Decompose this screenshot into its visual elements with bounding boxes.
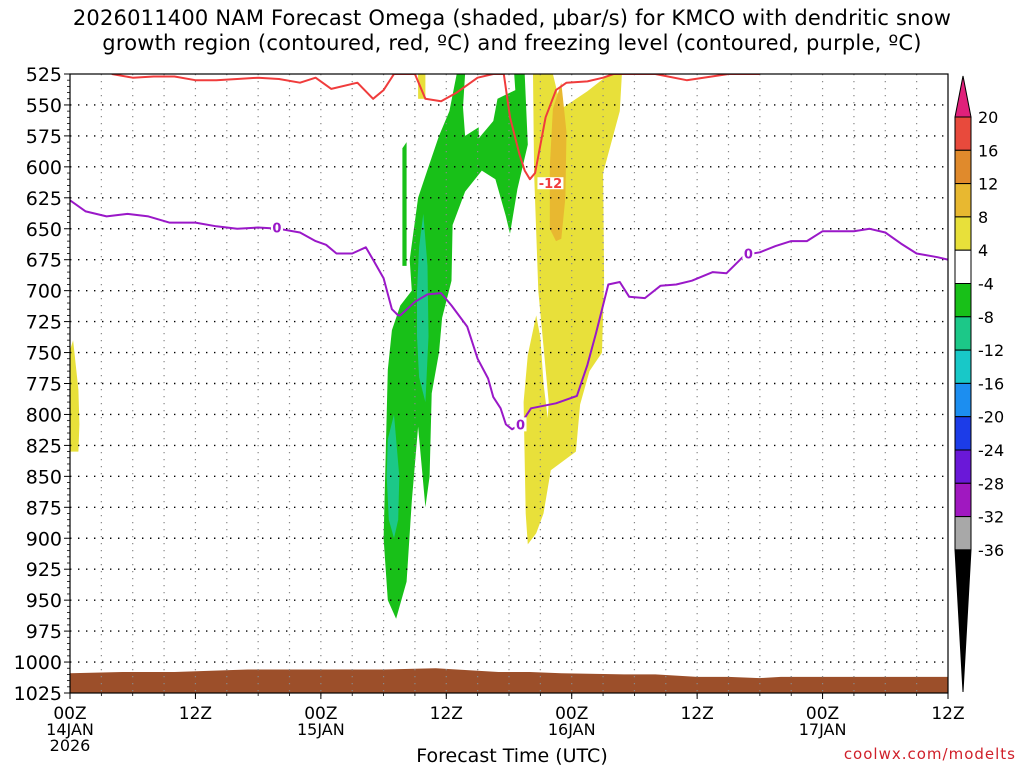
x-tick-label: 12Z xyxy=(931,704,964,724)
terrain-surface xyxy=(70,668,948,693)
purple-contour-line xyxy=(70,199,948,431)
x-tick-label: 12Z xyxy=(179,704,212,724)
colorbar-segment xyxy=(954,149,972,185)
chart-title-line2: growth region (contoured, red, ºC) and f… xyxy=(102,31,922,55)
y-tick-label-550: 550 xyxy=(26,95,62,117)
x-tick-label: 00Z xyxy=(555,704,588,724)
colorbar-label: 20 xyxy=(978,108,998,127)
colorbar-label: -20 xyxy=(978,408,1004,427)
x-axis-title: Forecast Time (UTC) xyxy=(416,745,608,767)
omega-region-green-omega-main xyxy=(383,74,528,619)
omega-region-teal-omega-upper xyxy=(417,213,429,403)
red-contour-label-bg xyxy=(537,177,564,190)
x-tick-label: 16JAN xyxy=(548,720,596,739)
chart-title-line1: 2026011400 NAM Forecast Omega (shaded, μ… xyxy=(72,6,952,30)
colorbar-label: -8 xyxy=(978,308,994,327)
colorbar-segment xyxy=(954,482,972,518)
omega-region-teal-omega-lower xyxy=(386,414,400,539)
y-tick-label-800: 800 xyxy=(26,404,62,426)
y-tick-label-1025: 1025 xyxy=(14,683,62,705)
chart-title: 2026011400 NAM Forecast Omega (shaded, μ… xyxy=(0,6,1024,56)
purple-contour-label-bg xyxy=(514,417,527,432)
colorbar-label: -12 xyxy=(978,341,1004,360)
x-tick-label: 00Z xyxy=(304,704,337,724)
colorbar-top-arrow xyxy=(954,75,972,118)
omega-region-yellow-omega-center xyxy=(523,74,622,545)
y-tick-label-525: 525 xyxy=(26,64,62,86)
x-tick-label: 12Z xyxy=(430,704,463,724)
y-tick-label-1000: 1000 xyxy=(14,652,62,674)
y-tick-label-925: 925 xyxy=(26,559,62,581)
colorbar-segment xyxy=(954,382,972,418)
colorbar-segment xyxy=(954,316,972,351)
colorbar-label: -36 xyxy=(978,541,1004,560)
y-tick-label-875: 875 xyxy=(26,497,62,519)
colorbar-segment xyxy=(954,249,972,284)
colorbar-bottom-arrow xyxy=(954,549,972,693)
y-tick-label-900: 900 xyxy=(26,528,62,550)
colorbar-segment xyxy=(954,216,972,251)
y-tick-label-775: 775 xyxy=(26,374,62,396)
colorbar-segment xyxy=(954,349,972,384)
y-tick-label-950: 950 xyxy=(26,590,62,612)
omega-region-orange-omega-core xyxy=(549,82,567,242)
y-tick-label-700: 700 xyxy=(26,281,62,303)
colorbar-label: 12 xyxy=(978,175,998,194)
purple-contour-label: 0 xyxy=(744,248,753,263)
colorbar-segment xyxy=(954,283,972,318)
x-tick-label: 12Z xyxy=(681,704,714,724)
y-tick-label-850: 850 xyxy=(26,466,62,488)
colorbar-label: -32 xyxy=(978,508,1004,527)
purple-contour-label: 0 xyxy=(272,222,281,237)
y-tick-label-650: 650 xyxy=(26,219,62,241)
y-tick-label-825: 825 xyxy=(26,435,62,457)
purple-contour-label-bg xyxy=(742,246,755,261)
y-tick-label-600: 600 xyxy=(26,157,62,179)
x-tick-label: 00Z xyxy=(53,704,86,724)
y-tick-label-975: 975 xyxy=(26,621,62,643)
red-contour-label: -12 xyxy=(539,177,563,192)
purple-contour-label-bg xyxy=(270,220,283,235)
colorbar-label: -24 xyxy=(978,441,1004,460)
y-tick-label-750: 750 xyxy=(26,343,62,365)
colorbar-label: -28 xyxy=(978,474,1004,493)
colorbar-segment xyxy=(954,449,972,484)
colorbar-segment xyxy=(954,516,972,551)
y-tick-label-575: 575 xyxy=(26,126,62,148)
colorbar-label: 8 xyxy=(978,208,988,227)
omega-region-green-omega-spike xyxy=(402,142,407,266)
x-tick-label: 15JAN xyxy=(297,720,345,739)
colorbar-segment xyxy=(954,416,972,451)
x-tick-label: 14JAN xyxy=(46,720,94,739)
purple-contour-label: 0 xyxy=(516,418,525,433)
colorbar-label: 16 xyxy=(978,141,998,160)
y-tick-label-725: 725 xyxy=(26,312,62,334)
colorbar-label: -16 xyxy=(978,374,1004,393)
y-tick-label-625: 625 xyxy=(26,188,62,210)
y-tick-label-675: 675 xyxy=(26,250,62,272)
x-tick-label: 2026 xyxy=(50,736,91,755)
red-contour-line xyxy=(111,74,760,181)
x-tick-label: 17JAN xyxy=(799,720,847,739)
colorbar-segment xyxy=(954,183,972,218)
colorbar-label: -4 xyxy=(978,275,994,294)
colorbar-label: 4 xyxy=(978,241,988,260)
colorbar-segment xyxy=(954,116,972,151)
credit-text: coolwx.com/modelts xyxy=(843,745,1016,763)
omega-region-yellow-omega-left-edge xyxy=(70,340,80,452)
x-tick-label: 00Z xyxy=(806,704,839,724)
